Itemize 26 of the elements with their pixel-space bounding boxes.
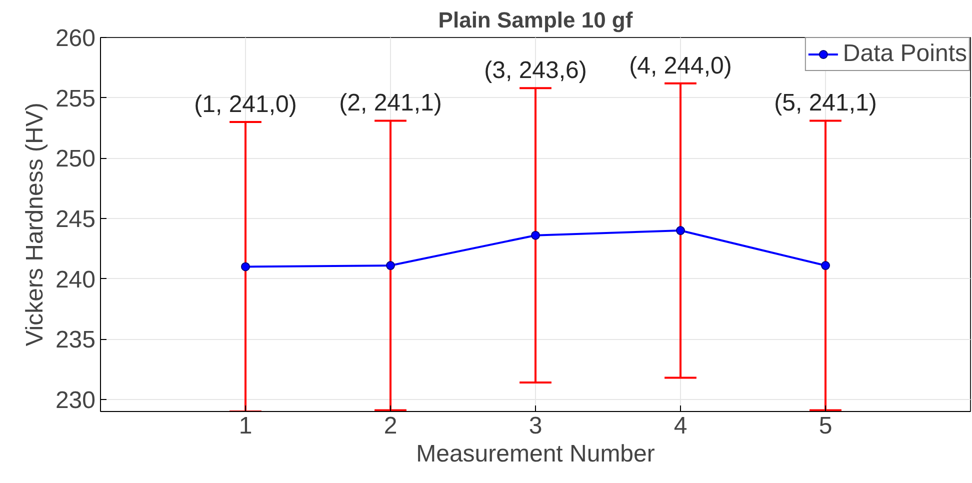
x-tick-label: 2	[384, 412, 398, 440]
annotation: (3, 243,6)	[484, 57, 587, 84]
annotation: (5, 241,1)	[774, 90, 877, 117]
y-tick-label: 235	[55, 326, 96, 354]
x-tick-label: 1	[238, 412, 252, 440]
y-tick-label: 260	[55, 25, 96, 52]
x-axis-title: Measurement Number	[416, 440, 655, 468]
point	[531, 230, 540, 240]
annotation: (4, 244,0)	[629, 52, 732, 80]
chart-title: Plain Sample 10 gf	[438, 8, 634, 32]
point	[676, 226, 685, 236]
annotation: (1, 241,0)	[194, 90, 297, 118]
point	[386, 261, 395, 270]
y-tick-label: 240	[55, 266, 96, 294]
y-tick-label: 255	[55, 85, 96, 112]
y-tick-label: 250	[55, 146, 96, 173]
point	[241, 262, 250, 272]
point	[821, 261, 830, 270]
x-tick-label: 5	[818, 412, 832, 440]
legend-label: Data Points	[842, 40, 967, 68]
annotation: (2, 241,1)	[339, 90, 442, 117]
y-tick-label: 230	[55, 386, 96, 414]
x-tick-label: 3	[528, 412, 542, 440]
y-axis-title: Vickers Hardness (HV)	[21, 102, 48, 346]
y-tick-label: 245	[55, 206, 96, 233]
x-tick-label: 4	[674, 412, 688, 440]
